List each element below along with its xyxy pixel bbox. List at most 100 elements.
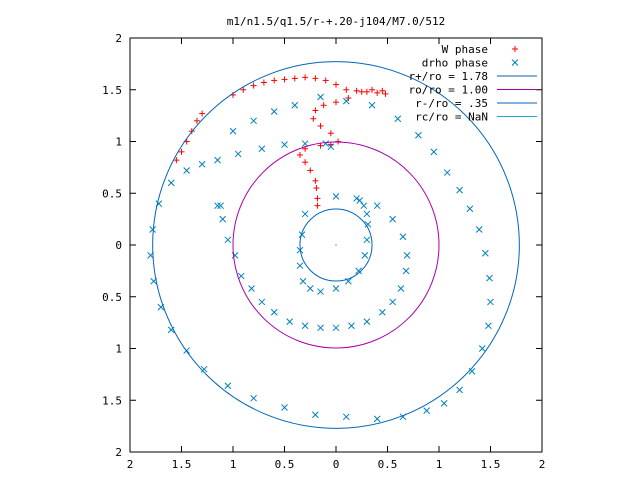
marker-stroke xyxy=(368,101,376,109)
data-point xyxy=(423,407,430,414)
data-point xyxy=(312,75,319,82)
legend-label: r+/ro = 1.78 xyxy=(409,70,488,83)
data-point xyxy=(361,251,369,259)
data-point xyxy=(167,179,175,187)
marker-stroke xyxy=(332,324,340,332)
marker-stroke xyxy=(200,365,208,373)
data-point xyxy=(314,202,321,209)
data-point xyxy=(322,77,329,84)
data-point xyxy=(149,226,157,233)
marker-stroke xyxy=(360,202,368,210)
circle-r xyxy=(152,61,520,429)
x-tick-label: 0.5 xyxy=(275,458,295,471)
data-point xyxy=(343,86,350,93)
data-point xyxy=(378,308,386,316)
legend-label: ro/ro = 1.00 xyxy=(409,84,488,97)
data-point xyxy=(224,236,232,244)
data-point xyxy=(306,285,314,292)
marker-stroke xyxy=(301,140,309,147)
data-point xyxy=(250,117,257,125)
marker-stroke xyxy=(248,285,255,292)
data-point xyxy=(440,400,448,407)
marker-stroke xyxy=(364,220,372,228)
data-point xyxy=(317,288,324,295)
data-point xyxy=(237,272,245,280)
data-point xyxy=(415,131,422,139)
marker-stroke xyxy=(298,231,306,239)
marker-stroke xyxy=(317,324,324,332)
marker-stroke xyxy=(301,322,309,330)
data-point xyxy=(487,298,494,306)
data-point xyxy=(198,160,206,168)
data-point xyxy=(291,75,298,82)
data-point xyxy=(397,285,405,292)
data-point xyxy=(363,318,371,325)
data-point xyxy=(281,404,288,411)
data-point xyxy=(332,193,340,200)
data-point xyxy=(299,277,307,285)
axes: 2 1.5 1 0.5 0 0.5 1 1.5 221.510.500.511.52 xyxy=(102,32,545,471)
x-tick-label: 0.5 xyxy=(378,458,398,471)
marker-stroke xyxy=(149,226,157,233)
marker-stroke xyxy=(291,101,299,109)
data-point xyxy=(402,267,410,275)
data-point xyxy=(310,115,317,122)
data-point xyxy=(481,249,489,257)
marker-stroke xyxy=(378,308,386,316)
data-point xyxy=(217,202,224,210)
data-point xyxy=(183,167,191,174)
marker-stroke xyxy=(224,382,232,390)
data-point xyxy=(281,76,288,83)
data-point xyxy=(234,150,242,158)
marker-stroke xyxy=(167,326,175,334)
data-point xyxy=(466,205,474,213)
marker-stroke xyxy=(286,318,294,325)
data-point xyxy=(317,122,324,129)
y-tick-label: 2 xyxy=(115,32,122,45)
data-point xyxy=(363,88,370,95)
data-point xyxy=(229,127,237,135)
data-point xyxy=(369,86,376,93)
data-point xyxy=(313,185,320,192)
data-point xyxy=(342,97,350,105)
data-point xyxy=(356,197,364,204)
data-point xyxy=(312,411,319,419)
marker-stroke xyxy=(468,367,476,375)
marker-stroke xyxy=(363,210,371,218)
marker-stroke xyxy=(296,262,304,270)
marker-stroke xyxy=(224,236,232,244)
marker-stroke xyxy=(231,251,239,259)
marker-stroke xyxy=(281,404,288,411)
data-point xyxy=(443,169,451,176)
marker-stroke xyxy=(167,179,175,187)
x-tick-label: 2 xyxy=(539,458,546,471)
marker-stroke xyxy=(327,143,335,151)
data-point xyxy=(430,148,438,156)
data-point xyxy=(342,413,350,421)
data-point xyxy=(485,322,492,330)
marker-stroke xyxy=(440,400,448,407)
data-point xyxy=(301,210,309,218)
marker-stroke xyxy=(317,288,324,295)
data-point xyxy=(322,140,330,147)
y-tick-label: 1 xyxy=(115,136,122,149)
data-point xyxy=(291,101,299,109)
data-point xyxy=(312,107,319,114)
data-point xyxy=(373,202,381,210)
marker-stroke xyxy=(402,267,410,275)
x-tick-label: 1 xyxy=(436,458,443,471)
data-point xyxy=(486,274,493,282)
data-point xyxy=(382,90,389,97)
x-tick-label: 1.5 xyxy=(172,458,192,471)
y-tick-label: 0.5 xyxy=(102,187,122,200)
marker-stroke xyxy=(456,186,463,194)
legend-marker xyxy=(512,46,518,52)
data-point xyxy=(302,159,309,166)
data-point xyxy=(317,324,324,332)
data-point xyxy=(348,322,355,330)
marker-stroke xyxy=(456,386,463,394)
marker-stroke xyxy=(487,298,494,306)
data-point xyxy=(373,415,381,423)
data-point xyxy=(353,87,360,94)
